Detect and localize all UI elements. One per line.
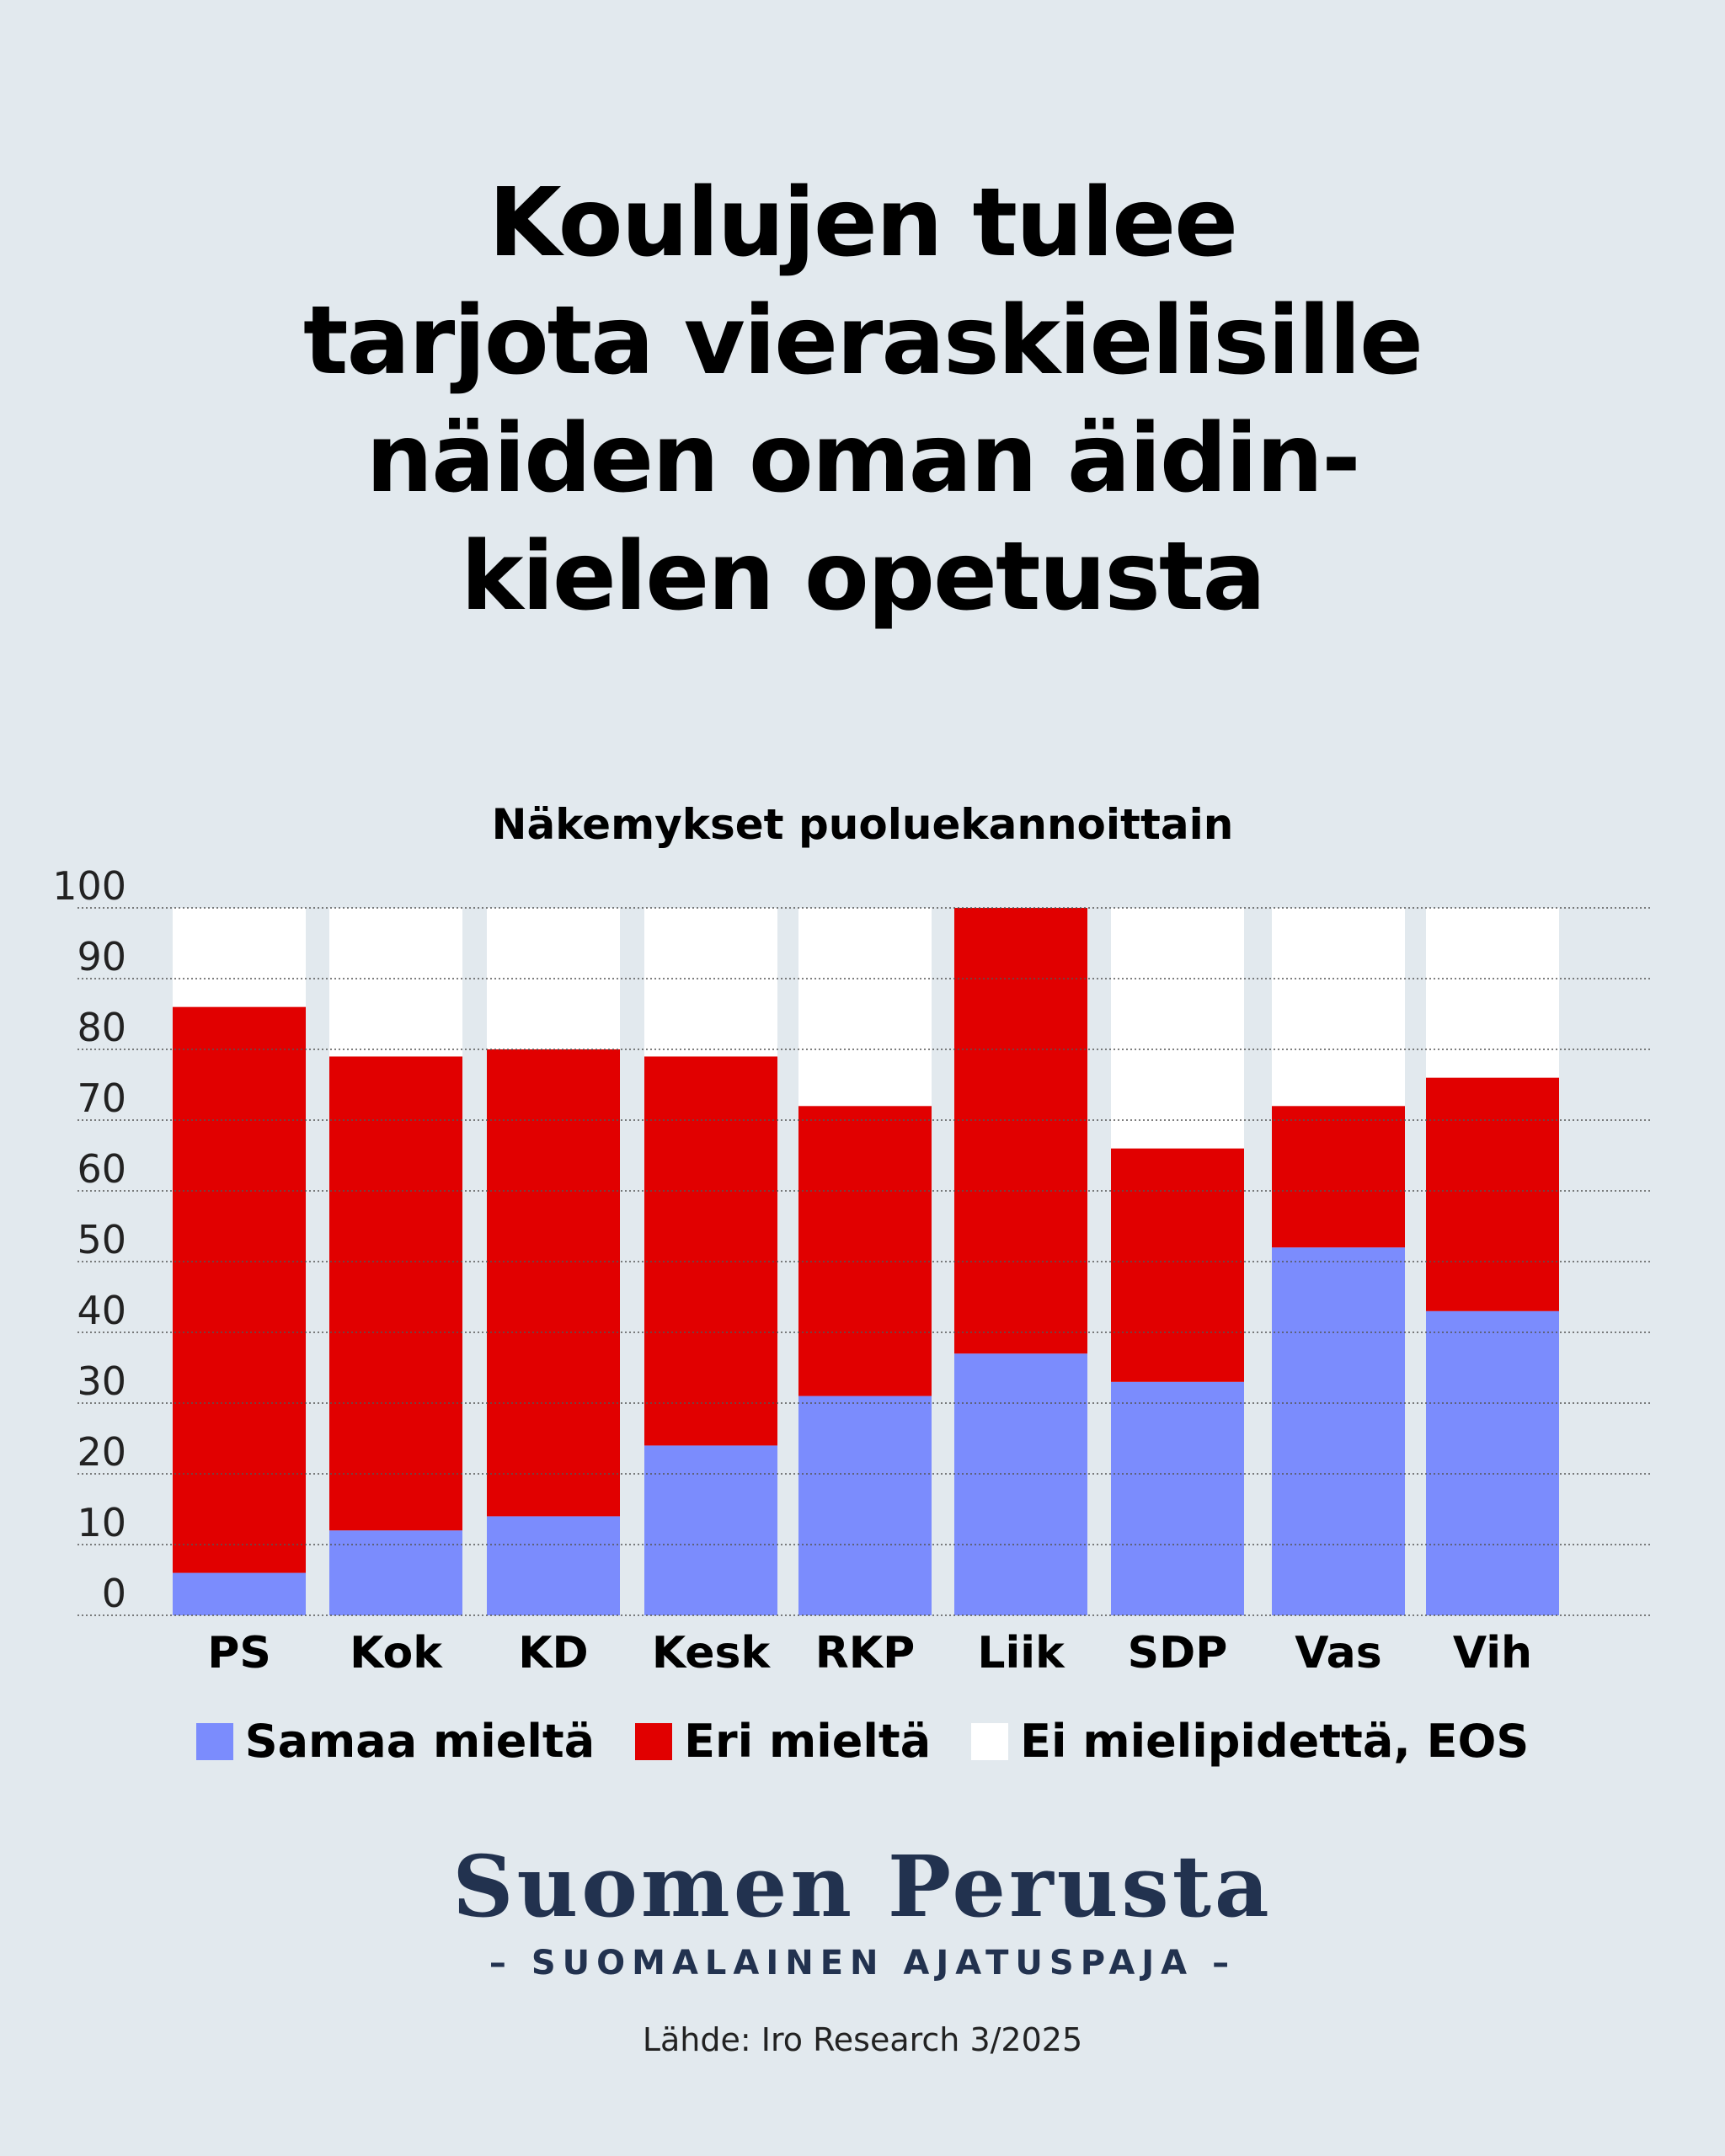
x-tick-label-rkp: RKP <box>815 1628 915 1678</box>
legend-item-agree: Samaa mieltä <box>195 1715 595 1768</box>
legend-item-no-opinion: Ei mielipidettä, EOS <box>971 1715 1529 1768</box>
brand-logo: Suomen Perusta – SUOMALAINEN AJATUSPAJA … <box>0 1836 1725 1983</box>
brand-tagline: – SUOMALAINEN AJATUSPAJA – <box>489 1944 1236 1983</box>
bar-kok-series-1 <box>329 1056 462 1531</box>
bar-sdp-series-1 <box>1111 1148 1244 1382</box>
legend-swatch-agree <box>195 1722 233 1760</box>
x-tick-label-sdp: SDP <box>1128 1628 1228 1678</box>
bar-rkp-series-2 <box>798 908 932 1107</box>
y-tick-label-10: 10 <box>77 1500 126 1545</box>
legend-label-agree: Samaa mieltä <box>244 1715 595 1768</box>
y-tick-label-40: 40 <box>77 1288 126 1333</box>
stacked-bar-chart: 0 10 20 30 40 50 60 70 80 90 100 PS Kok KD Kesk RKP Liik… <box>52 863 1653 1678</box>
title-line-2: tarjota vieraskielisille <box>302 286 1423 396</box>
legend-swatch-disagree <box>635 1722 673 1760</box>
y-tick-label-90: 90 <box>77 934 126 979</box>
title-line-3: näiden oman äidin- <box>366 404 1360 514</box>
x-tick-label-vas: Vas <box>1295 1628 1381 1678</box>
legend-swatch-no-opinion <box>971 1722 1009 1760</box>
bar-kok-series-2 <box>329 908 462 1057</box>
bar-vas-series-2 <box>1272 908 1405 1107</box>
x-tick-label-kok: Kok <box>350 1628 443 1678</box>
bar-rkp-series-1 <box>798 1106 932 1396</box>
bar-vas-series-0 <box>1272 1247 1405 1615</box>
bar-vih-series-0 <box>1426 1310 1559 1615</box>
bar-sdp-series-2 <box>1111 908 1244 1149</box>
legend-label-disagree: Eri mieltä <box>684 1715 932 1768</box>
bar-kesk-series-1 <box>644 1056 777 1446</box>
title-line-4: kielen opetusta <box>460 522 1266 632</box>
bar-vas-series-1 <box>1272 1106 1405 1248</box>
legend-label-no-opinion: Ei mielipidettä, EOS <box>1020 1715 1530 1768</box>
bar-kd-series-1 <box>487 1049 620 1517</box>
x-tick-label-liik: Liik <box>977 1628 1065 1678</box>
y-tick-label-0: 0 <box>102 1571 126 1616</box>
bar-ps-series-1 <box>173 1006 306 1573</box>
bar-vih-series-1 <box>1426 1077 1559 1311</box>
page-title: Koulujen tulee tarjota vieraskielisille … <box>0 164 1725 636</box>
y-tick-label-70: 70 <box>77 1075 126 1121</box>
bar-kesk-series-0 <box>644 1445 777 1615</box>
bar-kesk-series-2 <box>644 908 777 1057</box>
y-tick-label-80: 80 <box>77 1005 126 1050</box>
bar-ps-series-2 <box>173 908 306 1007</box>
x-tick-label-kesk: Kesk <box>652 1628 772 1678</box>
x-tick-label-kd: KD <box>518 1628 588 1678</box>
chart-legend: Samaa mieltä Eri mieltä Ei mielipidettä,… <box>0 1715 1725 1768</box>
source-note: Lähde: Iro Research 3/2025 <box>642 2021 1083 2058</box>
y-tick-label-60: 60 <box>77 1146 126 1192</box>
bar-liik-series-1 <box>954 908 1087 1354</box>
bar-kok-series-0 <box>329 1530 462 1615</box>
bar-liik-series-0 <box>954 1353 1087 1615</box>
x-tick-label-vih: Vih <box>1453 1628 1532 1678</box>
legend-item-disagree: Eri mieltä <box>635 1715 931 1768</box>
y-tick-label-100: 100 <box>52 863 126 909</box>
brand-name: Suomen Perusta <box>452 1837 1273 1936</box>
y-tick-label-30: 30 <box>77 1358 126 1404</box>
bar-kd-series-0 <box>487 1516 620 1615</box>
title-line-1: Koulujen tulee <box>488 168 1238 278</box>
x-tick-label-ps: PS <box>207 1628 271 1678</box>
bar-vih-series-2 <box>1426 908 1559 1078</box>
bar-rkp-series-0 <box>798 1396 932 1615</box>
y-tick-label-50: 50 <box>77 1217 126 1262</box>
y-tick-label-20: 20 <box>77 1429 126 1475</box>
chart-title: Näkemykset puoluekannoittain <box>491 800 1234 849</box>
bar-ps-series-0 <box>173 1572 306 1615</box>
bar-sdp-series-0 <box>1111 1381 1244 1615</box>
